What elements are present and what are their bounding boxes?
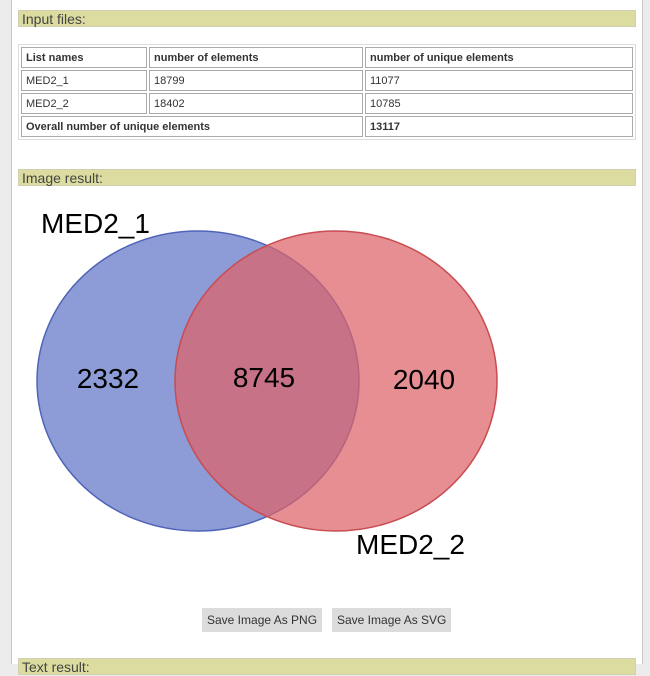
header-number-of-elements: number of elements — [149, 47, 363, 68]
venn-right-only-count: 2040 — [393, 364, 455, 395]
header-list-names: List names — [21, 47, 147, 68]
venn-diagram: MED2_1 MED2_2 2332 8745 2040 — [36, 208, 498, 560]
overall-unique-value: 13117 — [365, 116, 633, 137]
row-number-of-unique-elements: 10785 — [365, 93, 633, 114]
save-png-button[interactable]: Save Image As PNG — [202, 608, 323, 632]
table-row: MED2_2 18402 10785 — [21, 93, 633, 114]
venn-left-only-count: 2332 — [77, 363, 139, 394]
row-number-of-elements: 18799 — [149, 70, 363, 91]
image-result-header: Image result: — [18, 169, 636, 186]
row-list-name: MED2_1 — [21, 70, 147, 91]
save-svg-button[interactable]: Save Image As SVG — [332, 608, 452, 632]
table-total-row: Overall number of unique elements 13117 — [21, 116, 633, 137]
table-row: MED2_1 18799 11077 — [21, 70, 633, 91]
venn-set-1-label: MED2_1 — [41, 208, 150, 239]
input-files-table: List names number of elements number of … — [18, 44, 636, 140]
venn-intersection-count: 8745 — [233, 362, 295, 393]
header-number-of-unique-elements: number of unique elements — [365, 47, 633, 68]
row-number-of-unique-elements: 11077 — [365, 70, 633, 91]
text-result-header: Text result: — [18, 658, 636, 675]
venn-set-2-circle — [174, 230, 498, 532]
input-files-header: Input files: — [18, 10, 636, 27]
row-number-of-elements: 18402 — [149, 93, 363, 114]
row-list-name: MED2_2 — [21, 93, 147, 114]
table-header-row: List names number of elements number of … — [21, 47, 633, 68]
venn-set-2-label: MED2_2 — [356, 529, 465, 560]
overall-unique-label: Overall number of unique elements — [21, 116, 363, 137]
page: Input files: List names number of elemen… — [11, 0, 643, 675]
